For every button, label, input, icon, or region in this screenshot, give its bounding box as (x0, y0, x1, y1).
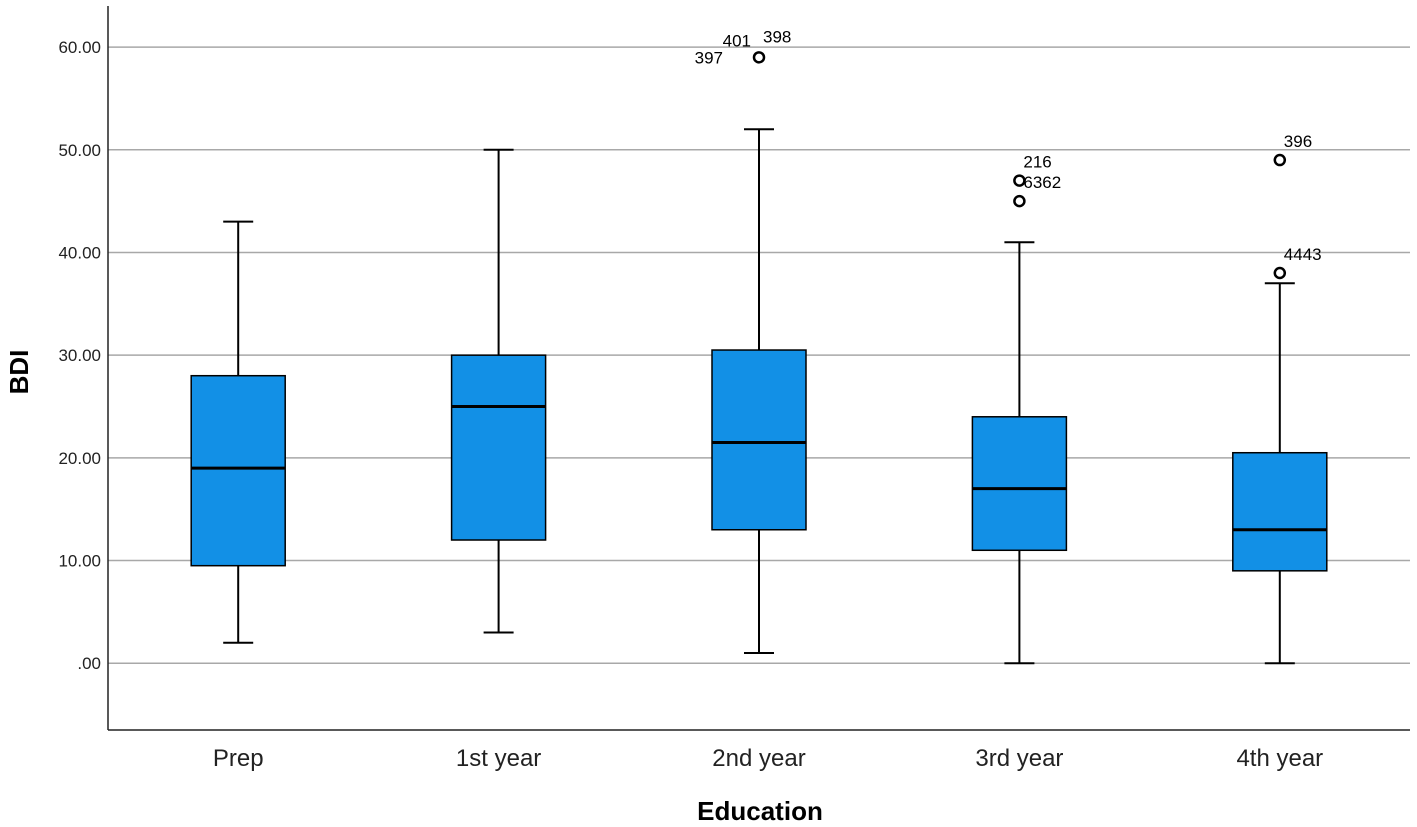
y-tick-label: 40.00 (58, 243, 101, 262)
x-tick-label: 4th year (1236, 745, 1323, 772)
x-axis-title: Education (697, 796, 823, 826)
outlier-label: 401 (723, 31, 751, 50)
x-tick-labels: Prep 1st year 2nd year 3rd year 4th year (213, 745, 1323, 772)
y-tick-label: .00 (77, 654, 101, 673)
y-tick-labels: .00 10.00 20.00 30.00 40.00 50.00 60.00 (58, 38, 101, 673)
box-group (190, 220, 286, 644)
outlier-label: 6362 (1023, 173, 1061, 192)
y-tick-label: 30.00 (58, 346, 101, 365)
axes (107, 6, 1410, 731)
iqr-box (190, 374, 286, 567)
iqr-box (1232, 451, 1328, 572)
outlier-point (1273, 266, 1287, 280)
outlier-point (1013, 194, 1026, 208)
outlier-label: 4443 (1284, 245, 1322, 264)
y-tick-label: 10.00 (58, 552, 101, 571)
x-tick-label: Prep (213, 745, 264, 772)
box-group: 396 4443 (1232, 132, 1328, 665)
x-tick-label: 1st year (456, 745, 541, 772)
y-tick-label: 60.00 (58, 38, 101, 57)
iqr-box (450, 354, 547, 541)
outlier-point (1013, 174, 1026, 187)
outlier-label: 397 (695, 48, 723, 67)
iqr-box (711, 349, 807, 531)
x-tick-label: 3rd year (975, 745, 1063, 772)
outlier-label: 398 (763, 27, 791, 46)
iqr-box (971, 416, 1068, 552)
outlier-label: 396 (1284, 132, 1312, 151)
y-tick-label: 50.00 (58, 141, 101, 160)
outlier-label: 216 (1023, 153, 1051, 172)
y-axis-title: BDI (4, 350, 34, 395)
y-tick-label: 20.00 (58, 449, 101, 468)
outlier-point (752, 51, 766, 64)
x-tick-label: 2nd year (712, 745, 805, 772)
box-group (450, 148, 547, 634)
outlier-point (1273, 153, 1287, 167)
